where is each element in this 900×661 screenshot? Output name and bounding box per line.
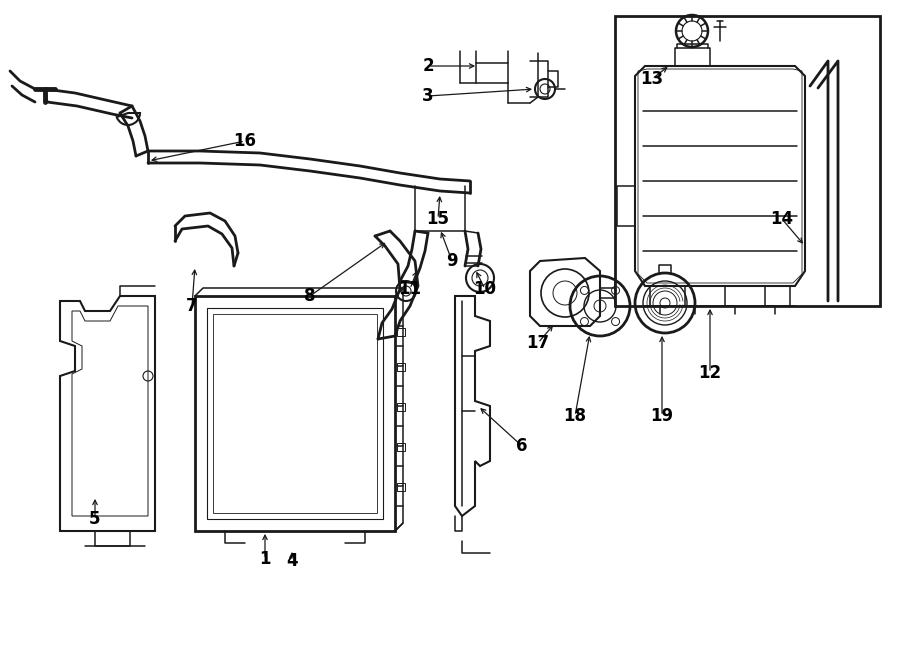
Text: 18: 18 (563, 407, 587, 425)
Bar (397, 363, 405, 371)
Bar (397, 443, 405, 451)
Text: 13: 13 (641, 70, 663, 88)
Text: 4: 4 (286, 552, 298, 570)
Text: 9: 9 (446, 252, 458, 270)
Text: 14: 14 (770, 210, 794, 228)
Bar (213, 314, 377, 513)
Bar (195, 296, 395, 531)
Text: 1: 1 (259, 550, 271, 568)
Text: 2: 2 (422, 57, 434, 75)
Bar (207, 308, 383, 519)
Text: 7: 7 (186, 297, 198, 315)
Bar (397, 483, 405, 491)
Text: 6: 6 (517, 437, 527, 455)
Text: 17: 17 (526, 334, 550, 352)
Text: 12: 12 (698, 364, 722, 382)
Bar (397, 328, 405, 336)
Bar (615, 16, 880, 306)
Text: 3: 3 (422, 87, 434, 105)
Text: 8: 8 (304, 287, 316, 305)
Text: 5: 5 (89, 510, 101, 528)
Text: 15: 15 (427, 210, 449, 228)
Text: 11: 11 (399, 280, 421, 298)
Text: 19: 19 (651, 407, 673, 425)
Text: 16: 16 (233, 132, 256, 150)
Bar (397, 403, 405, 411)
Text: 10: 10 (473, 280, 497, 298)
